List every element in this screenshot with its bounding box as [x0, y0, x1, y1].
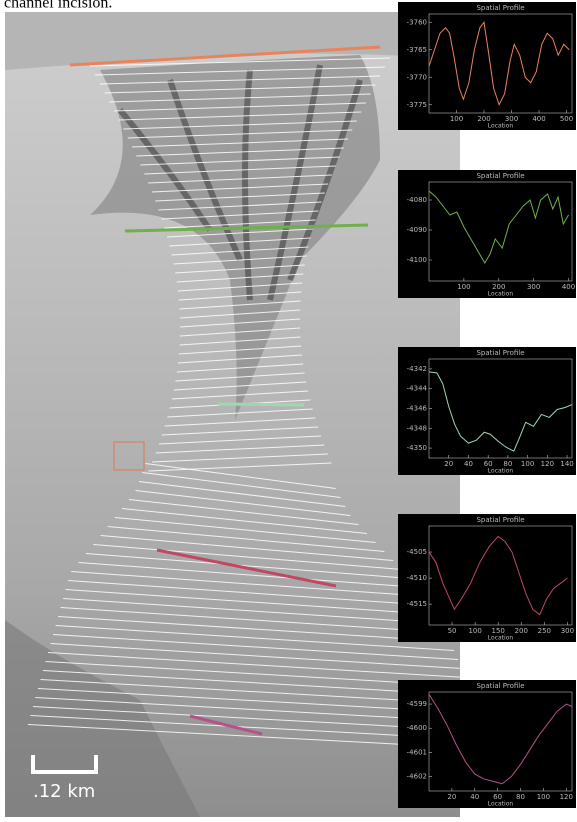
scale-label: .12 km	[33, 781, 95, 802]
x-tick-label: 400	[562, 283, 575, 291]
x-tick-label: 120	[541, 460, 554, 468]
profile-chart: Spatial Profile Location 100 200 300 400 500 -3…	[398, 2, 576, 130]
chart-title: Spatial Profile	[476, 4, 524, 12]
x-axis-label: Location	[488, 123, 514, 130]
y-tick-label: -4602	[407, 773, 427, 781]
x-tick-label: 250	[538, 627, 551, 635]
x-tick-label: 200	[515, 627, 528, 635]
x-tick-label: 120	[560, 793, 573, 801]
x-tick-label: 40	[464, 460, 473, 468]
y-tick-label: -4601	[407, 748, 427, 756]
x-axis-label: Location	[488, 291, 514, 298]
x-axis-label: Location	[488, 801, 514, 808]
y-tick-label: -4080	[407, 196, 427, 204]
x-tick-label: 400	[532, 115, 545, 123]
profile-transect	[218, 404, 304, 405]
x-tick-label: 50	[448, 627, 457, 635]
x-tick-label: 300	[527, 283, 540, 291]
x-tick-label: 20	[444, 460, 453, 468]
y-tick-label: -3770	[407, 73, 427, 81]
profile-chart: Spatial Profile Location 20 40 60 80 100 120 -45…	[398, 680, 576, 808]
x-tick-label: 100	[521, 460, 534, 468]
x-tick-label: 40	[470, 793, 479, 801]
y-tick-label: -4505	[407, 548, 427, 556]
chart-title: Spatial Profile	[476, 516, 524, 524]
x-tick-label: 300	[561, 627, 574, 635]
y-tick-label: -4515	[407, 600, 427, 608]
y-tick-label: -3765	[407, 46, 427, 54]
y-tick-label: -4599	[407, 700, 427, 708]
x-tick-label: 80	[516, 793, 525, 801]
x-axis-label: Location	[488, 635, 514, 642]
figure: channel incision. .12 km Spatial Profile…	[0, 0, 577, 817]
profile-chart: Spatial Profile Location 50 100 150 200 250 300…	[398, 514, 576, 642]
y-tick-label: -4100	[407, 256, 427, 264]
x-tick-label: 150	[492, 627, 505, 635]
y-tick-label: -4090	[407, 226, 427, 234]
x-tick-label: 300	[505, 115, 518, 123]
x-tick-label: 100	[468, 627, 481, 635]
x-axis-label: Location	[488, 468, 514, 475]
page: channel incision. .12 km Spatial Profile…	[0, 0, 577, 817]
y-tick-label: -4348	[407, 424, 427, 432]
y-tick-label: -4342	[407, 365, 427, 373]
x-tick-label: 60	[493, 793, 502, 801]
x-tick-label: 100	[450, 115, 463, 123]
x-tick-label: 60	[484, 460, 493, 468]
y-tick-label: -4510	[407, 574, 427, 582]
x-tick-label: 200	[492, 283, 505, 291]
caption: channel incision.	[4, 0, 112, 12]
y-tick-label: -4600	[407, 724, 427, 732]
x-tick-label: 100	[537, 793, 550, 801]
x-tick-label: 200	[477, 115, 490, 123]
x-tick-label: 140	[560, 460, 573, 468]
profile-chart: Spatial Profile Location 20 40 60 80 100 120 140…	[398, 347, 576, 475]
y-tick-label: -4344	[407, 385, 428, 393]
profile-chart: Spatial Profile Location 100 200 300 400 -4080…	[398, 170, 576, 298]
y-tick-label: -4346	[407, 405, 428, 413]
y-tick-label: -3760	[407, 18, 427, 26]
y-tick-label: -4350	[407, 444, 427, 452]
chart-background	[398, 170, 576, 298]
x-tick-label: 80	[503, 460, 512, 468]
chart-title: Spatial Profile	[476, 349, 524, 357]
x-tick-label: 100	[457, 283, 470, 291]
x-tick-label: 20	[447, 793, 456, 801]
x-tick-label: 500	[560, 115, 573, 123]
chart-title: Spatial Profile	[476, 172, 524, 180]
y-tick-label: -3775	[407, 101, 427, 109]
chart-title: Spatial Profile	[476, 682, 524, 690]
